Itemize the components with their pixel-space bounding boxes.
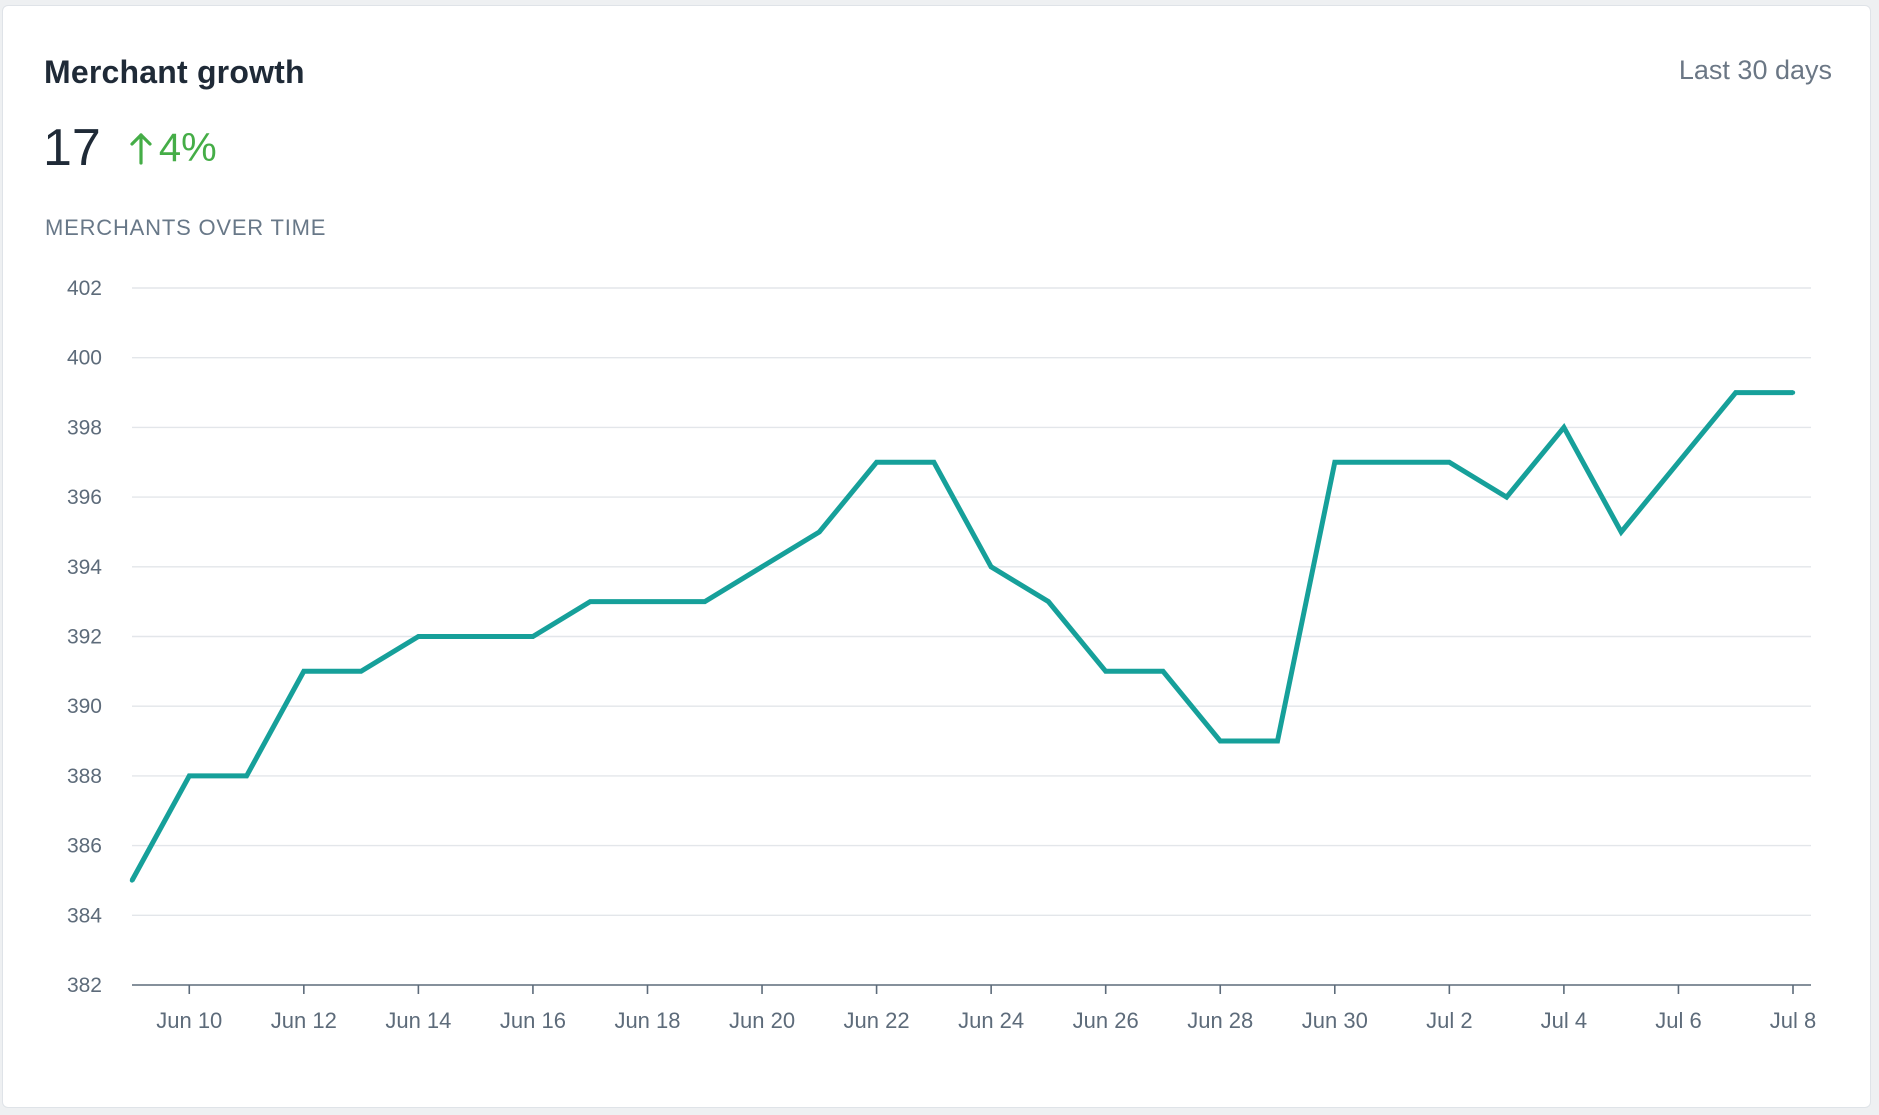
y-tick-label: 388 [67, 765, 102, 788]
x-tick-label: Jun 26 [1073, 1008, 1139, 1033]
y-tick-label: 398 [67, 416, 102, 439]
data-point [1332, 460, 1337, 465]
card-title: Merchant growth [44, 54, 305, 90]
data-point [187, 773, 192, 779]
data-point [530, 634, 536, 639]
y-tick-label: 400 [67, 347, 102, 370]
data-point [416, 634, 421, 639]
y-tick-label: 394 [67, 556, 102, 579]
data-point [1561, 425, 1567, 430]
x-tick-label: Jun 10 [156, 1008, 222, 1033]
data-point [473, 634, 478, 639]
x-tick-label: Jun 16 [500, 1008, 566, 1033]
data-point [129, 878, 135, 883]
data-point [1046, 599, 1051, 604]
y-tick-label: 396 [67, 486, 102, 509]
x-tick-label: Jul 8 [1770, 1008, 1816, 1033]
data-point [1447, 460, 1452, 465]
y-tick-label: 402 [67, 277, 102, 300]
data-point [988, 564, 994, 569]
y-tick-label: 384 [67, 904, 102, 927]
x-tick-label: Jun 18 [614, 1008, 680, 1033]
data-point [1103, 669, 1108, 674]
data-point [1218, 738, 1223, 744]
x-tick-label: Jun 20 [729, 1008, 795, 1033]
data-point [645, 599, 650, 604]
x-tick-label: Jun 12 [271, 1008, 337, 1033]
x-tick-label: Jun 30 [1302, 1008, 1368, 1033]
data-point [244, 773, 249, 779]
x-tick-label: Jul 2 [1426, 1008, 1472, 1033]
data-point [1160, 669, 1166, 674]
data-point [702, 599, 707, 604]
data-point [1275, 738, 1280, 744]
x-tick-label: Jun 22 [844, 1008, 910, 1033]
data-point [759, 564, 765, 569]
data-point [588, 599, 593, 604]
data-point [1733, 390, 1738, 395]
y-tick-label: 390 [67, 695, 102, 718]
chart-section-label: MERCHANTS OVER TIME [45, 215, 327, 240]
delta-badge: 4% [129, 128, 217, 168]
data-point [1676, 460, 1681, 465]
data-point [1504, 494, 1509, 500]
x-tick-label: Jul 6 [1655, 1008, 1701, 1033]
metric-summary: 17 4% [43, 118, 217, 178]
y-tick-label: 392 [67, 626, 102, 649]
data-point [874, 460, 879, 465]
x-tick-label: Jun 24 [958, 1008, 1024, 1033]
data-point [1790, 390, 1796, 395]
x-tick-label: Jun 14 [385, 1008, 451, 1033]
data-point [1389, 460, 1395, 465]
data-point [817, 529, 822, 535]
series-line [129, 390, 1793, 882]
data-point [931, 460, 937, 465]
y-tick-label: 382 [67, 974, 102, 997]
date-range-label[interactable]: Last 30 days [1678, 55, 1832, 85]
delta-value: 4% [158, 126, 217, 170]
merchant-growth-card: Merchant growth Last 30 days 17 4% MERCH… [2, 5, 1871, 1108]
data-point [358, 669, 364, 674]
data-point [301, 669, 307, 674]
metric-value: 17 [43, 119, 101, 177]
arrow-up-icon [130, 133, 152, 165]
x-tick-label: Jul 4 [1541, 1008, 1587, 1033]
y-tick-label: 386 [67, 835, 102, 858]
x-tick-label: Jun 28 [1187, 1008, 1253, 1033]
data-point [1618, 529, 1624, 535]
